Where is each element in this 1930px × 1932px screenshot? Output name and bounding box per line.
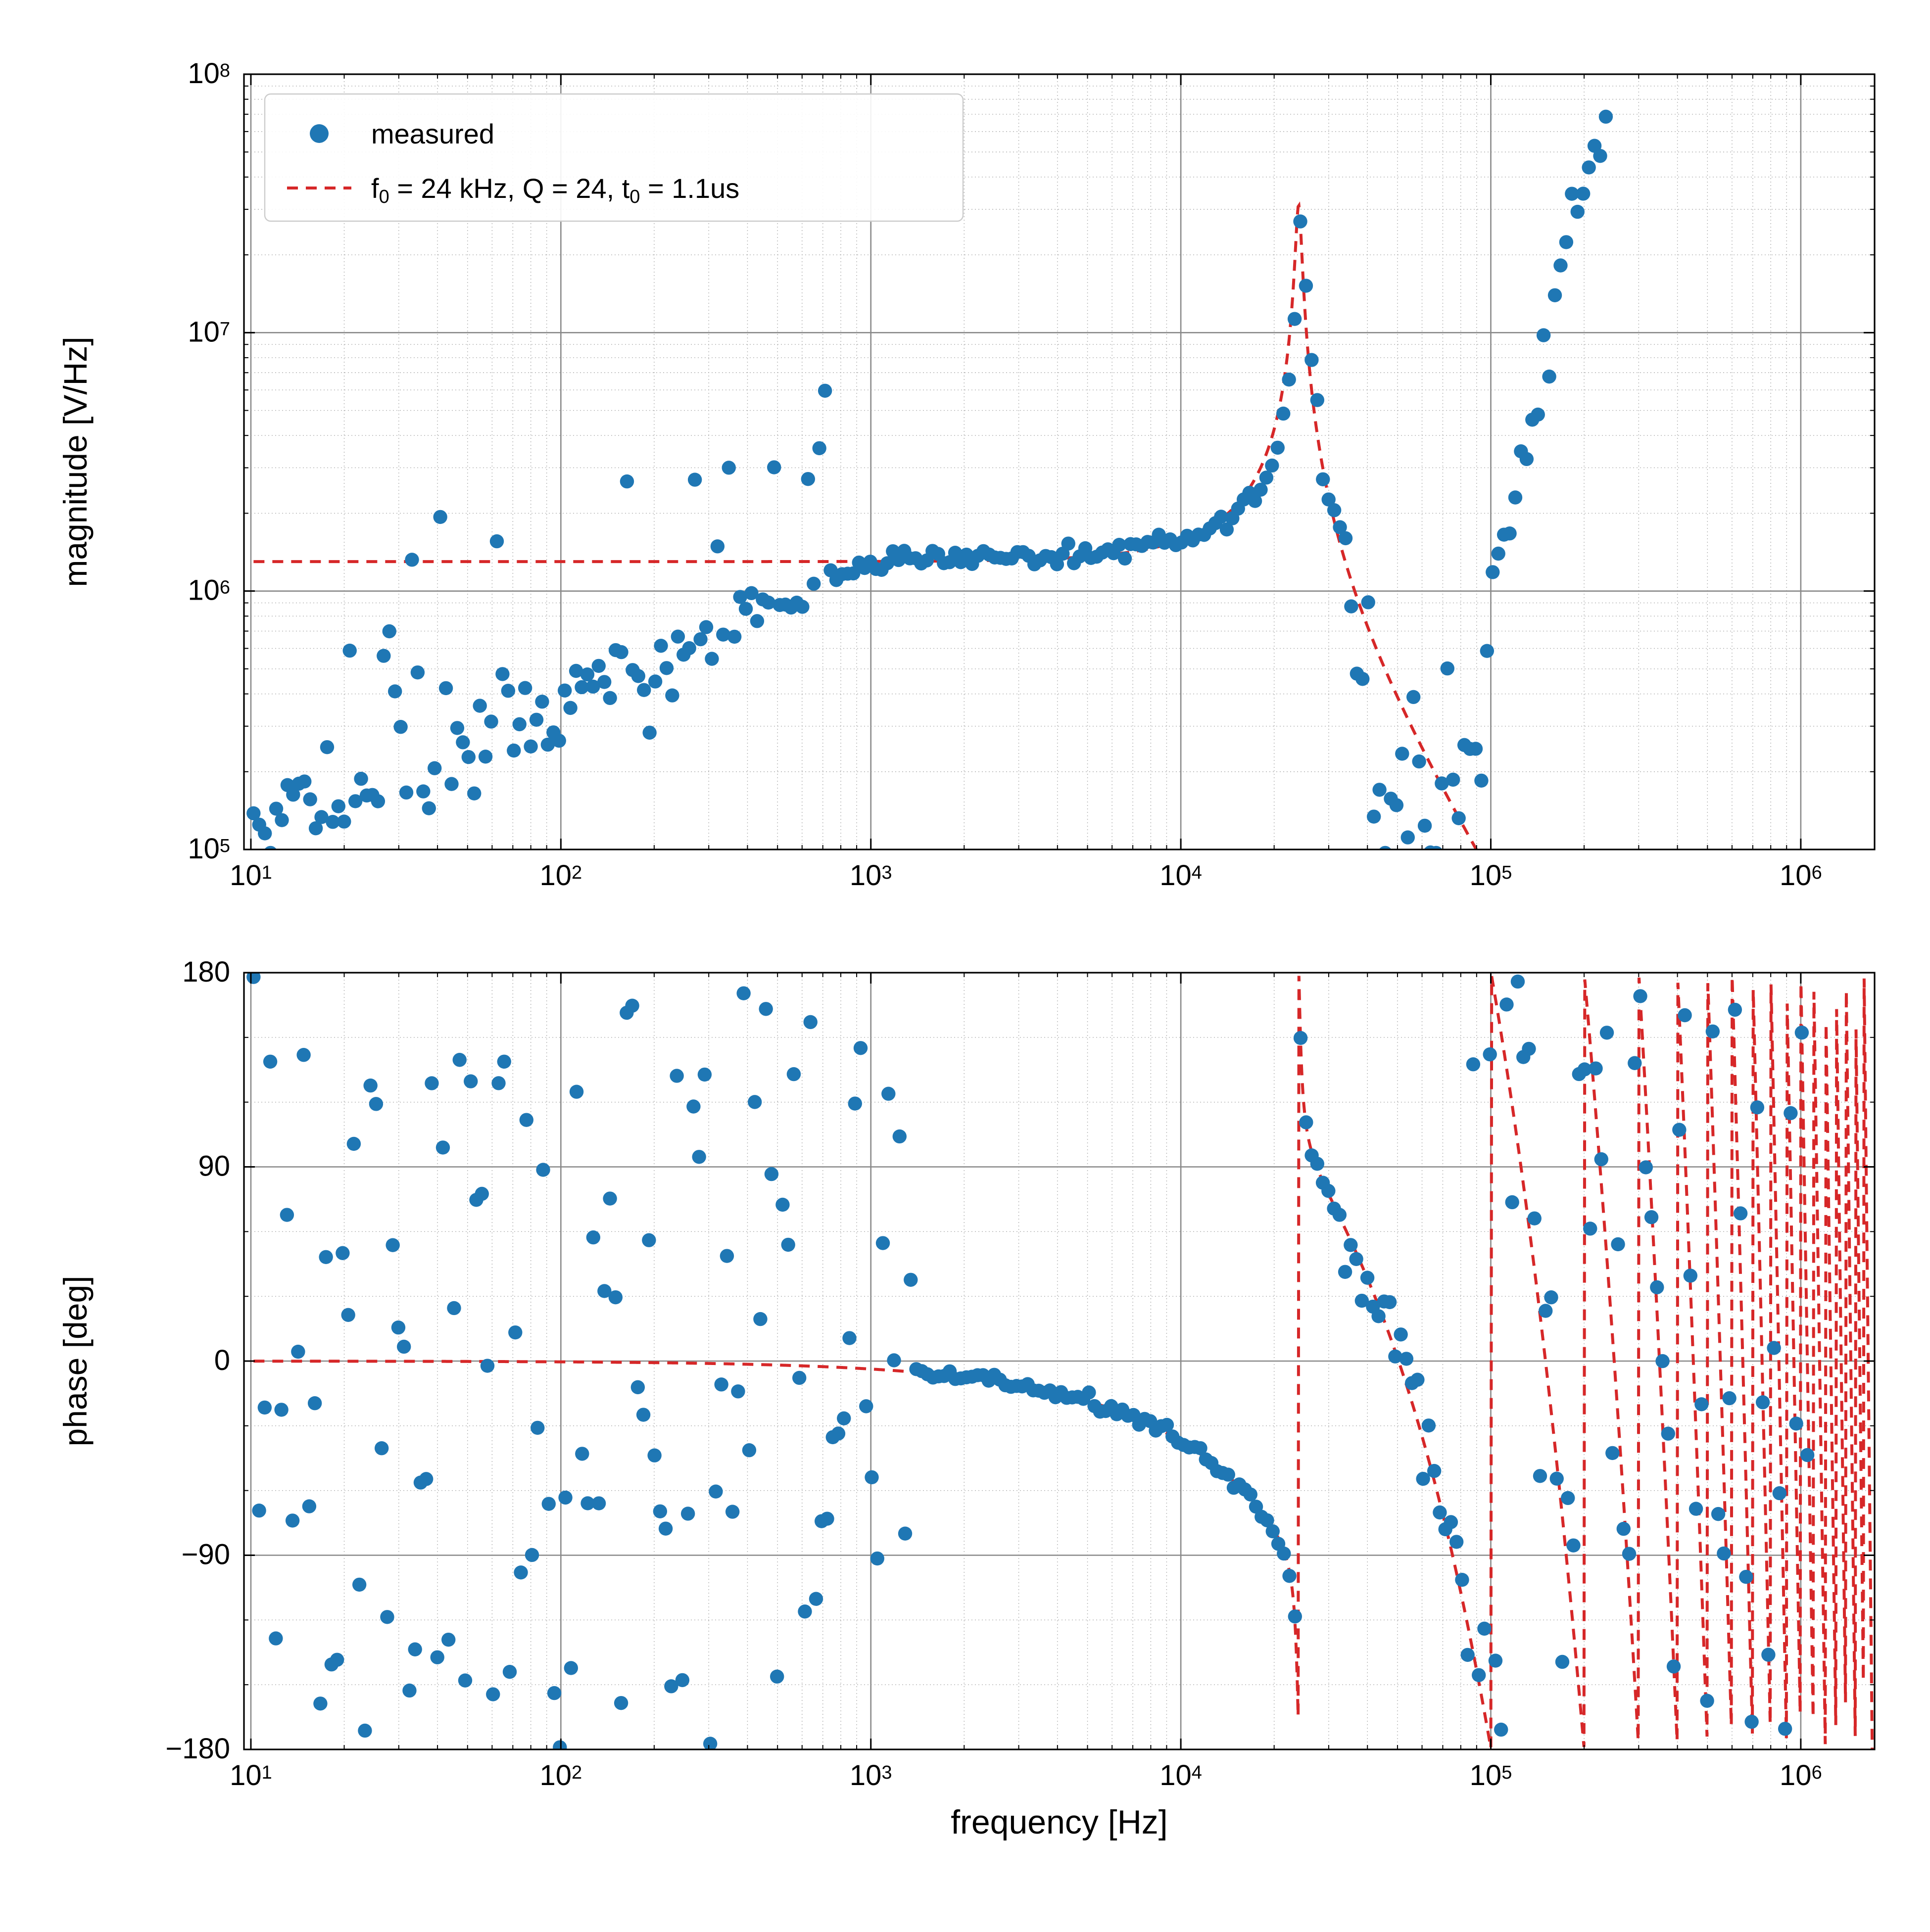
svg-text:magnitude [V/Hz]: magnitude [V/Hz]	[57, 336, 94, 587]
svg-text:phase [deg]: phase [deg]	[57, 1276, 94, 1447]
svg-text:−90: −90	[182, 1539, 230, 1571]
svg-text:90: 90	[198, 1150, 230, 1182]
svg-text:180: 180	[182, 956, 230, 988]
svg-text:measured: measured	[371, 118, 494, 149]
svg-text:0: 0	[214, 1344, 230, 1376]
svg-text:−180: −180	[165, 1733, 230, 1765]
svg-text:f0 = 24 kHz, Q = 24, t0 = 1.1u: f0 = 24 kHz, Q = 24, t0 = 1.1us	[371, 173, 739, 207]
svg-text:frequency [Hz]: frequency [Hz]	[951, 1803, 1167, 1841]
